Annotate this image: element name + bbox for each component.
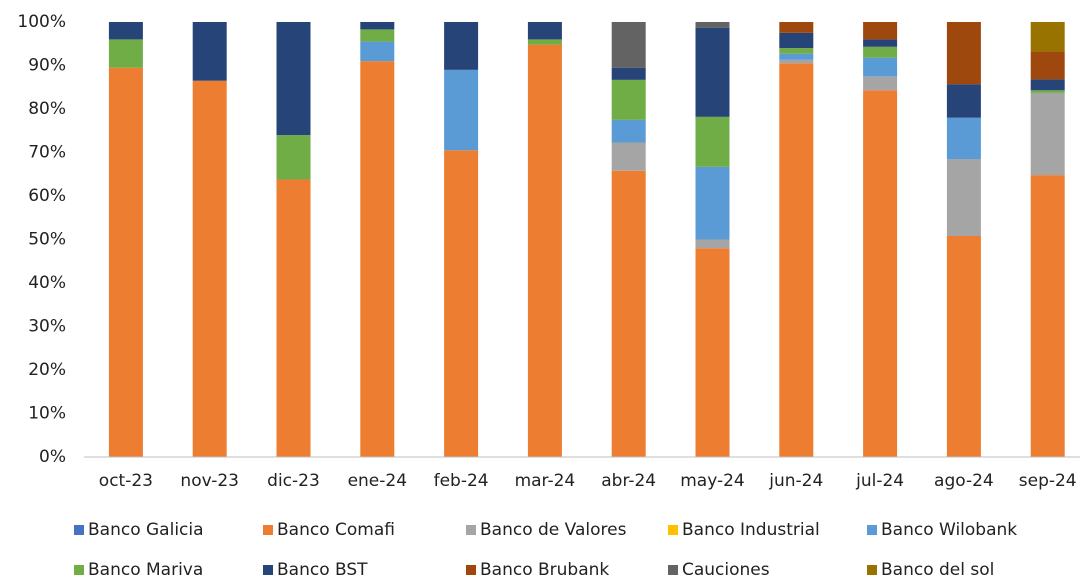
y-tick-label: 90% — [28, 56, 66, 76]
bar-segment — [779, 59, 814, 64]
legend-swatch — [74, 565, 84, 575]
bar-segment — [444, 150, 479, 457]
legend-label: Banco del sol — [881, 560, 994, 580]
bar-segment — [863, 90, 898, 458]
bar-segment — [863, 46, 898, 58]
y-tick-label: 30% — [28, 317, 66, 337]
bar-segment — [611, 67, 646, 80]
bar-segment — [276, 22, 311, 136]
bar-segment — [946, 236, 981, 457]
bar-segment — [527, 39, 562, 45]
legend-swatch — [263, 565, 273, 575]
legend-swatch — [668, 525, 678, 535]
bar-segment — [779, 22, 814, 33]
legend-label: Banco Comafi — [277, 520, 395, 540]
legend-swatch — [466, 525, 476, 535]
bar-segment — [527, 44, 562, 458]
legend-label: Banco Brubank — [480, 560, 609, 580]
legend-label: Banco Wilobank — [881, 520, 1017, 540]
y-tick-label: 100% — [17, 12, 66, 32]
bar-segment — [779, 48, 814, 54]
bar-segment — [863, 39, 898, 47]
bar-segment — [863, 22, 898, 40]
legend-label: Cauciones — [682, 560, 770, 580]
x-tick-label: dic-23 — [267, 471, 320, 491]
bar-segment — [611, 170, 646, 457]
bar-segment — [863, 57, 898, 77]
bar-segment — [360, 61, 395, 458]
bar-segment — [1030, 22, 1065, 52]
bar-segment — [695, 27, 730, 117]
legend-label: Banco Galicia — [88, 520, 204, 540]
bar-segment — [1030, 90, 1065, 93]
bar-segment — [1030, 51, 1065, 80]
x-tick-label: feb-24 — [434, 471, 489, 491]
legend-label: Banco de Valores — [480, 520, 627, 540]
bar-segment — [779, 32, 814, 49]
bar-segment — [779, 53, 814, 60]
y-tick-label: 40% — [28, 273, 66, 293]
legend-swatch — [74, 525, 84, 535]
bar-segment — [863, 76, 898, 91]
bar-segment — [1030, 79, 1065, 91]
bar-segment — [946, 159, 981, 237]
legend-swatch — [867, 525, 877, 535]
legend-label: Banco Industrial — [682, 520, 820, 540]
bar-segment — [108, 67, 143, 458]
x-tick-label: jul-24 — [855, 471, 904, 491]
bar-segment — [192, 80, 227, 457]
y-tick-label: 60% — [28, 186, 66, 206]
bar-segment — [360, 41, 395, 62]
y-tick-label: 50% — [28, 230, 66, 250]
legend-swatch — [466, 565, 476, 575]
bar-segment — [779, 63, 814, 457]
x-tick-label: may-24 — [680, 471, 745, 491]
legend-label: Banco BST — [277, 560, 368, 580]
bar-segment — [527, 22, 562, 40]
bar-segment — [192, 22, 227, 81]
bar-segment — [108, 22, 143, 40]
x-tick-label: mar-24 — [515, 471, 576, 491]
bar-segment — [611, 22, 646, 68]
x-tick-label: abr-24 — [601, 471, 656, 491]
bar-segment — [695, 239, 730, 249]
x-tick-label: sep-24 — [1019, 471, 1077, 491]
bar-segment — [946, 84, 981, 118]
bar-segment — [1030, 175, 1065, 457]
bar-segment — [360, 29, 395, 42]
y-tick-label: 0% — [39, 447, 66, 467]
bar-segment — [695, 166, 730, 240]
y-tick-label: 20% — [28, 360, 66, 380]
x-tick-label: ago-24 — [934, 471, 994, 491]
x-tick-label: nov-23 — [180, 471, 239, 491]
legend-label: Banco Mariva — [88, 560, 203, 580]
y-tick-label: 80% — [28, 99, 66, 119]
y-tick-label: 10% — [28, 404, 66, 424]
legend-swatch — [867, 565, 877, 575]
bar-segment — [695, 248, 730, 457]
bar-segment — [695, 22, 730, 28]
bar-segment — [444, 22, 479, 70]
bar-segment — [276, 179, 311, 457]
bar-segment — [444, 69, 479, 151]
bar-segment — [695, 116, 730, 167]
bar-segment — [946, 117, 981, 160]
bar-segment — [611, 119, 646, 143]
x-tick-label: ene-24 — [348, 471, 407, 491]
x-tick-label: jun-24 — [768, 471, 823, 491]
legend-swatch — [668, 565, 678, 575]
bar-segment — [108, 39, 143, 68]
bar-segment — [1030, 92, 1065, 176]
legend-swatch — [263, 525, 273, 535]
bar-segment — [611, 142, 646, 171]
y-tick-label: 70% — [28, 143, 66, 163]
bar-segment — [360, 22, 395, 30]
bar-segment — [946, 22, 981, 85]
x-tick-label: oct-23 — [99, 471, 153, 491]
bar-segment — [611, 79, 646, 120]
bar-segment — [276, 135, 311, 180]
